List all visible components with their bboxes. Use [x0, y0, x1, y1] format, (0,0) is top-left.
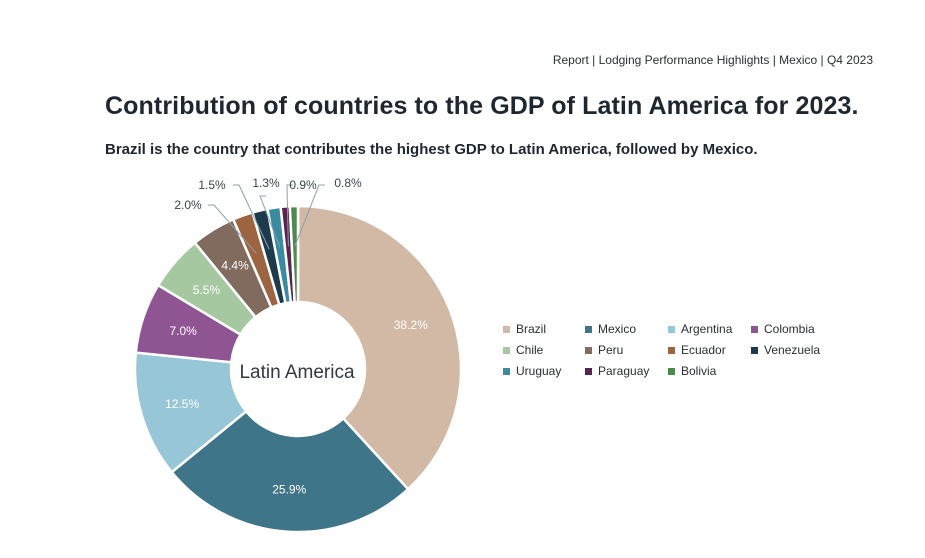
- legend-label: Colombia: [764, 322, 815, 336]
- data-label-bolivia: 0.8%: [334, 176, 362, 190]
- legend-label: Ecuador: [681, 343, 726, 357]
- data-label-colombia: 7.0%: [169, 324, 197, 338]
- data-label-paraguay: 0.9%: [289, 178, 317, 192]
- leader-line-uruguay: [259, 195, 281, 248]
- data-label-argentina: 12.5%: [165, 397, 199, 411]
- legend-swatch: [751, 346, 758, 354]
- legend-label: Mexico: [598, 322, 637, 336]
- legend-swatch: [503, 325, 510, 333]
- leader-line-ecuador: [208, 204, 257, 254]
- chart-legend: Brazil Mexico Argentina Colombia Chile Peru Ec…: [503, 322, 843, 378]
- slice-bolivia: [288, 204, 300, 304]
- slice-brazil: [296, 204, 463, 491]
- legend-item-bolivia: Bolivia: [668, 364, 751, 378]
- legend-item-colombia: Colombia: [751, 322, 841, 336]
- legend-label: Argentina: [681, 322, 733, 336]
- chart-title: Contribution of countries to the GDP of …: [105, 92, 859, 120]
- legend-item-ecuador: Ecuador: [668, 343, 751, 357]
- legend-item-chile: Chile: [503, 343, 585, 357]
- chart-leader-lines: [208, 184, 325, 254]
- chart-data-labels: 38.2% 25.9% 12.5% 7.0% 5.5%4.4% 2.0% 1.5% 1.3% 0…: [165, 176, 428, 497]
- legend-item-uruguay: Uruguay: [503, 364, 585, 378]
- data-label-uruguay: 1.3%: [252, 176, 280, 190]
- legend-label: Brazil: [516, 322, 547, 336]
- legend-label: Bolivia: [681, 364, 717, 378]
- slice-mexico: [169, 409, 410, 534]
- legend-swatch: [668, 325, 675, 333]
- data-label-venezuela: 1.5%: [198, 178, 226, 192]
- legend-swatch: [503, 367, 510, 375]
- report-breadcrumb: Report | Lodging Performance Highlights …: [552, 53, 873, 67]
- slice-argentina: [133, 351, 248, 474]
- legend-swatch: [668, 367, 675, 375]
- legend-label: Chile: [516, 343, 544, 357]
- data-label-ecuador: 2.0%: [174, 198, 202, 212]
- chart-subtitle: Brazil is the country that contributes t…: [105, 141, 758, 158]
- legend-item-peru: Peru: [585, 343, 668, 357]
- leader-line-venezuela: [233, 184, 270, 250]
- legend-item-paraguay: Paraguay: [585, 364, 668, 378]
- legend-swatch: [585, 367, 592, 375]
- leader-line-bolivia: [294, 184, 325, 247]
- legend-swatch: [503, 346, 510, 354]
- legend-swatch: [585, 346, 592, 354]
- data-label-chile: 5.5%: [193, 283, 221, 297]
- legend-item-mexico: Mexico: [585, 322, 668, 336]
- leader-line-paraguay: [286, 184, 293, 247]
- legend-label: Uruguay: [516, 364, 562, 378]
- legend-item-venezuela: Venezuela: [751, 343, 841, 357]
- legend-item-argentina: Argentina: [668, 322, 751, 336]
- legend-swatch: [751, 325, 758, 333]
- legend-label: Paraguay: [598, 364, 650, 378]
- data-label-mexico: 25.9%: [272, 483, 306, 497]
- data-label-peru: 4.4%: [221, 259, 249, 273]
- legend-label: Venezuela: [764, 343, 821, 357]
- donut-center-label: Latin America: [239, 362, 355, 383]
- legend-label: Peru: [598, 343, 624, 357]
- legend-swatch: [585, 325, 592, 333]
- legend-item-brazil: Brazil: [503, 322, 585, 336]
- data-label-brazil: 38.2%: [394, 318, 428, 332]
- legend-swatch: [668, 346, 675, 354]
